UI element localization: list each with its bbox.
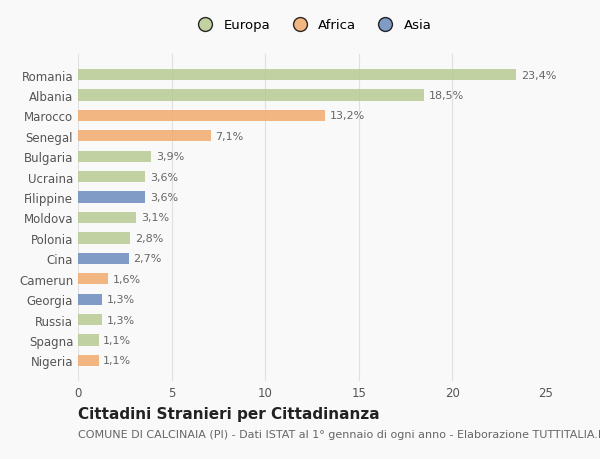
Text: 1,1%: 1,1% — [103, 335, 131, 345]
Bar — [78, 90, 424, 101]
Text: 2,7%: 2,7% — [133, 254, 161, 264]
Text: 3,9%: 3,9% — [155, 152, 184, 162]
Bar — [78, 111, 325, 122]
Text: 1,3%: 1,3% — [107, 295, 135, 304]
Text: 13,2%: 13,2% — [330, 111, 365, 121]
Bar — [78, 335, 98, 346]
Bar — [78, 233, 130, 244]
Bar — [78, 355, 98, 366]
Legend: Europa, Africa, Asia: Europa, Africa, Asia — [192, 19, 432, 32]
Bar — [78, 253, 128, 264]
Text: 18,5%: 18,5% — [429, 91, 464, 101]
Text: 3,6%: 3,6% — [150, 172, 178, 182]
Bar — [78, 131, 211, 142]
Bar — [78, 274, 108, 285]
Text: COMUNE DI CALCINAIA (PI) - Dati ISTAT al 1° gennaio di ogni anno - Elaborazione : COMUNE DI CALCINAIA (PI) - Dati ISTAT al… — [78, 429, 600, 439]
Bar — [78, 151, 151, 162]
Text: 23,4%: 23,4% — [521, 71, 556, 80]
Bar — [78, 294, 103, 305]
Bar — [78, 213, 136, 224]
Text: 1,3%: 1,3% — [107, 315, 135, 325]
Bar — [78, 192, 145, 203]
Bar — [78, 70, 516, 81]
Text: 7,1%: 7,1% — [215, 132, 244, 141]
Text: 1,1%: 1,1% — [103, 356, 131, 365]
Text: 1,6%: 1,6% — [113, 274, 141, 284]
Text: 3,1%: 3,1% — [141, 213, 169, 223]
Bar — [78, 314, 103, 325]
Text: 2,8%: 2,8% — [135, 233, 163, 243]
Text: Cittadini Stranieri per Cittadinanza: Cittadini Stranieri per Cittadinanza — [78, 406, 380, 421]
Text: 3,6%: 3,6% — [150, 193, 178, 203]
Bar — [78, 172, 145, 183]
